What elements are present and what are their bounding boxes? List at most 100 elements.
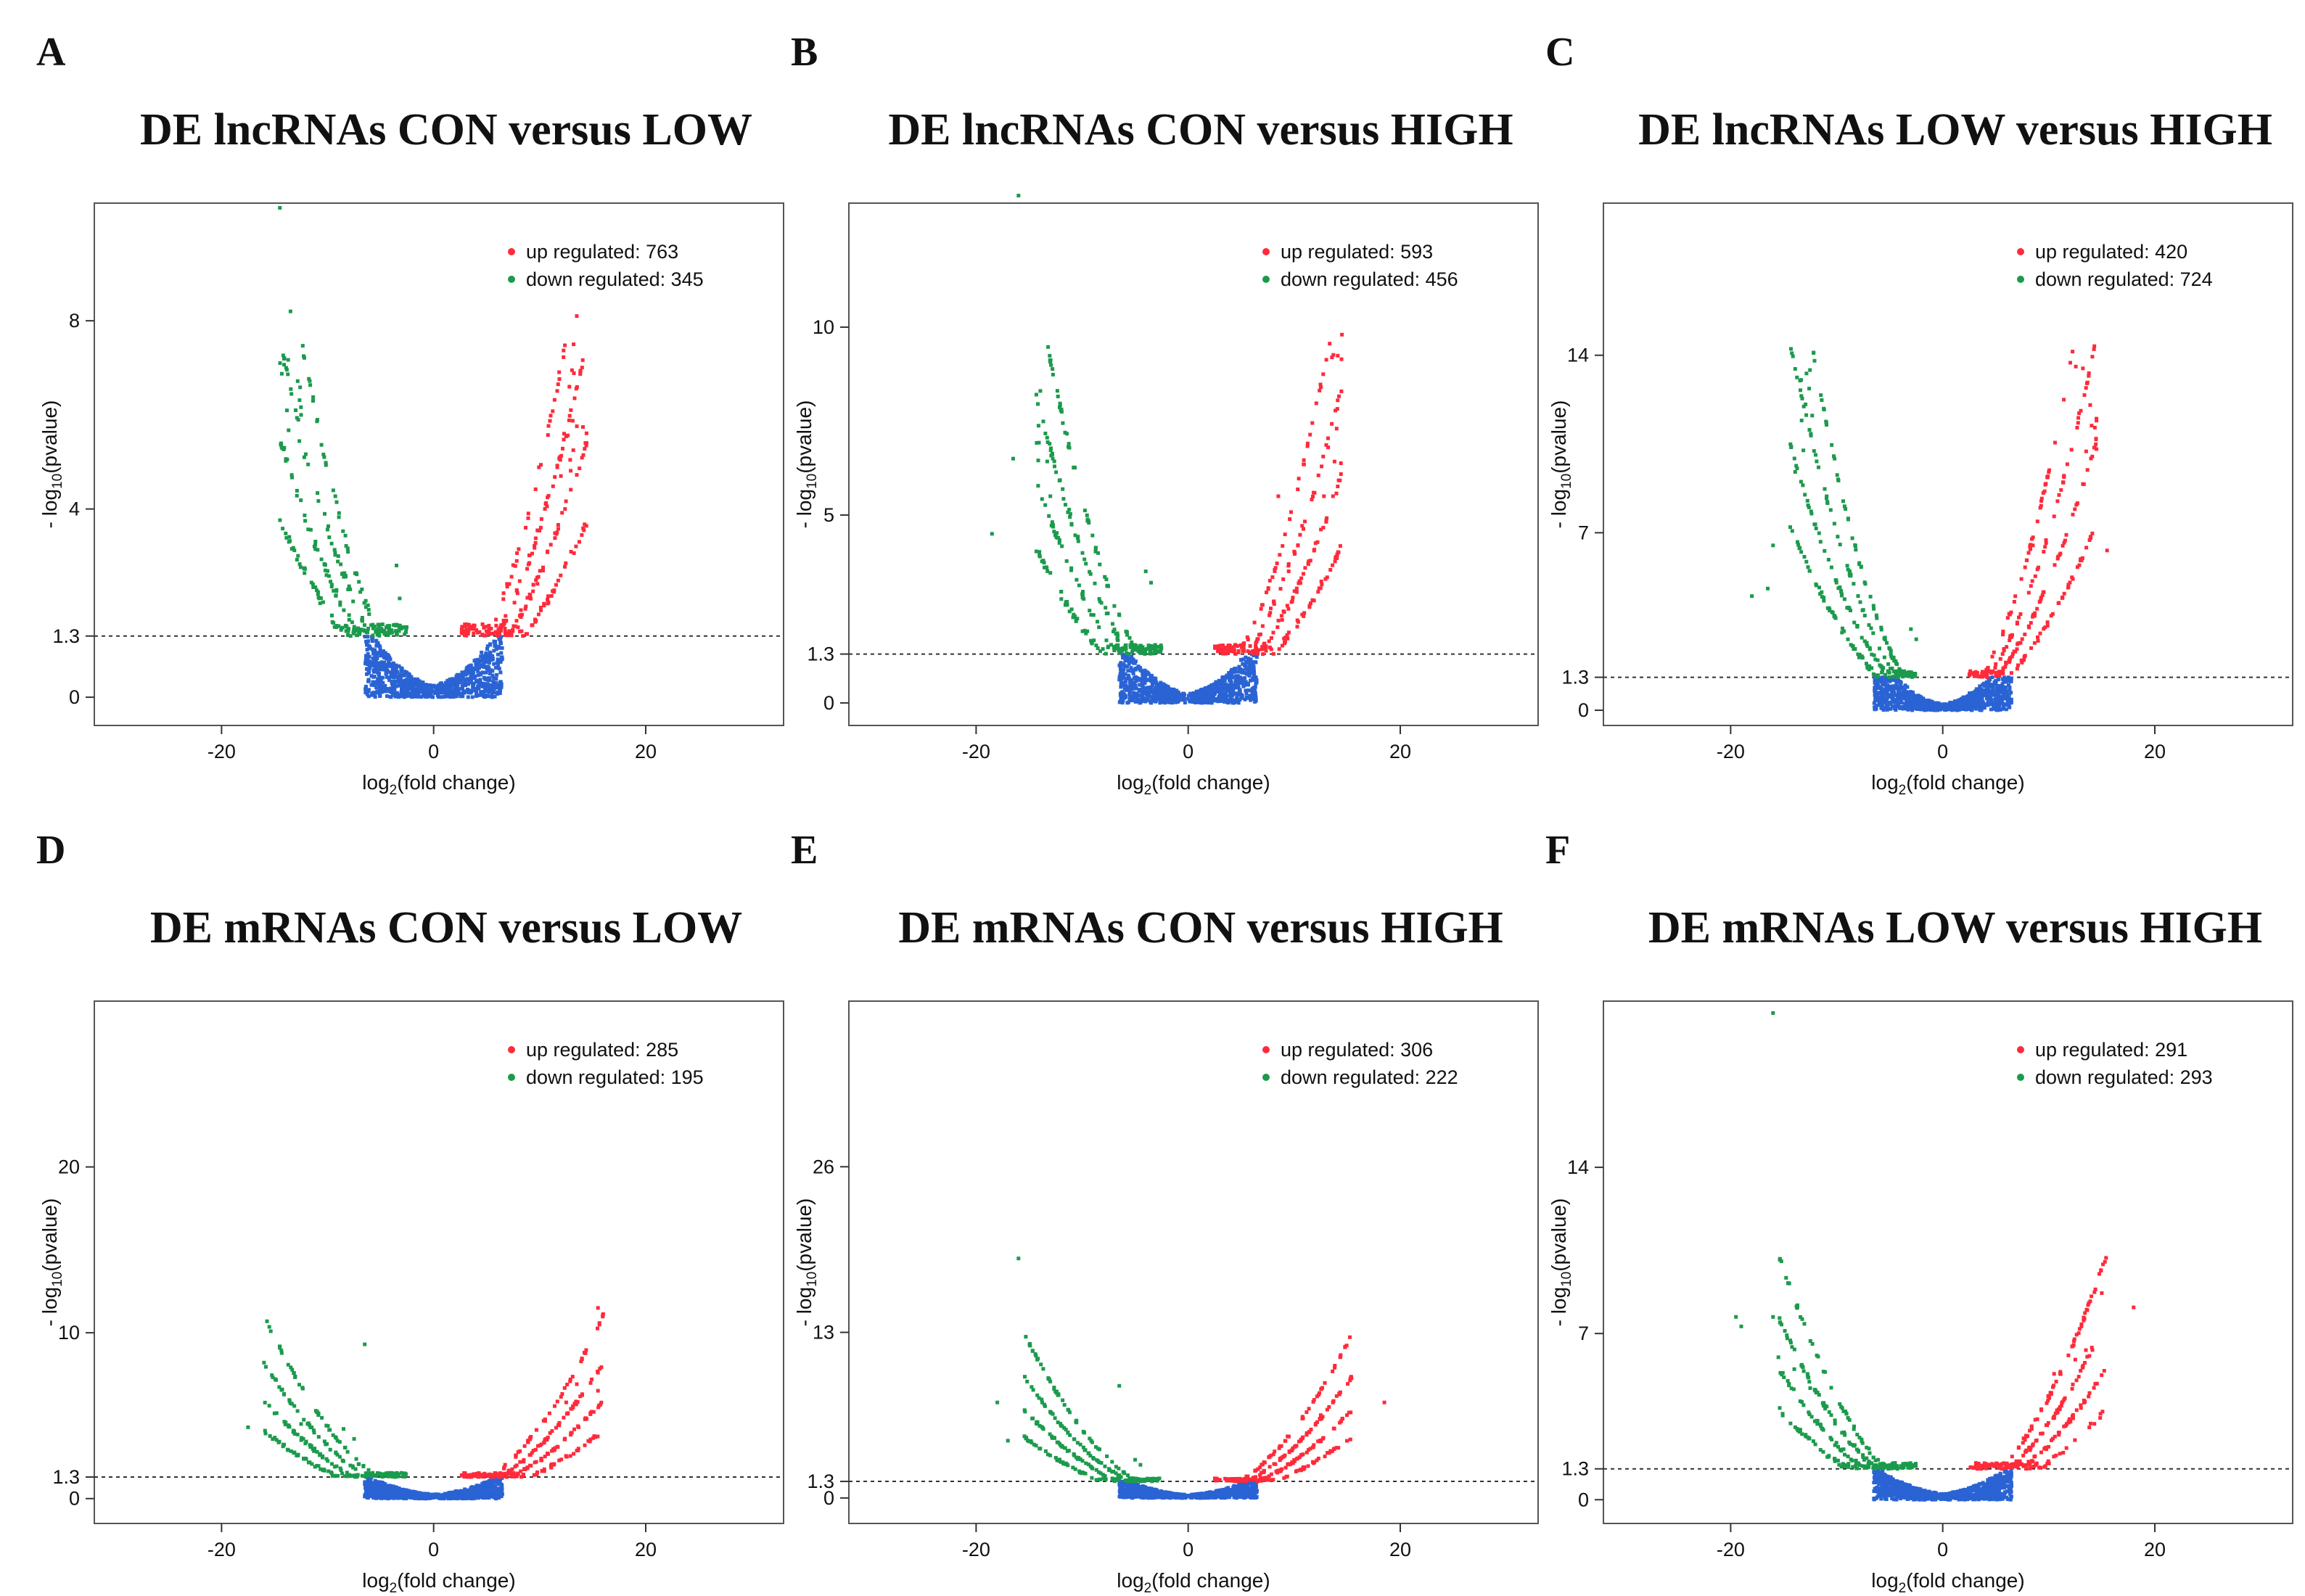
data-point (1875, 616, 1879, 620)
data-point (1920, 707, 1925, 712)
data-point (1223, 694, 1227, 698)
data-point (280, 446, 284, 451)
data-point (2023, 633, 2027, 636)
data-point (478, 672, 482, 677)
data-point (1145, 689, 1149, 694)
data-point (334, 500, 339, 504)
data-point (464, 683, 468, 688)
data-point (1264, 644, 1268, 649)
data-point (340, 572, 345, 575)
data-point (1235, 694, 1239, 699)
data-point (410, 688, 414, 693)
data-point (1239, 657, 1244, 662)
y-tick-label: 7 (1578, 522, 1589, 543)
data-point (477, 666, 481, 670)
data-point (1912, 694, 1916, 699)
data-point (2007, 658, 2011, 662)
data-point (2045, 620, 2050, 625)
data-point (1850, 536, 1854, 540)
data-point (536, 612, 541, 617)
data-point (2074, 364, 2078, 369)
data-point (400, 688, 404, 692)
data-point (2077, 411, 2082, 416)
data-point (374, 680, 377, 684)
data-point (2039, 503, 2043, 508)
data-point (313, 540, 318, 543)
data-point (2000, 699, 2004, 704)
data-point (1807, 505, 1811, 509)
data-point (354, 629, 358, 633)
data-point (1952, 707, 1956, 712)
data-point (1104, 651, 1108, 656)
data-point (1156, 645, 1160, 649)
data-point (289, 392, 294, 396)
data-point (467, 670, 471, 675)
data-point (413, 688, 417, 692)
data-point (1885, 688, 1889, 693)
data-point (2047, 468, 2051, 472)
data-point (1967, 702, 1971, 706)
data-point (333, 551, 337, 555)
data-point (1316, 473, 1320, 477)
data-point (521, 634, 525, 638)
data-point (1319, 385, 1323, 389)
data-point (1334, 408, 1338, 413)
data-point (297, 398, 302, 403)
data-point (1905, 696, 1908, 700)
x-tick-label: -20 (962, 741, 990, 762)
data-point (1127, 698, 1132, 702)
data-point (450, 688, 454, 692)
data-point (1888, 679, 1892, 683)
data-point (457, 687, 461, 691)
data-point (1890, 691, 1894, 696)
data-point (2073, 507, 2077, 511)
data-point (1315, 540, 1320, 544)
data-point (564, 499, 568, 503)
data-point (1799, 394, 1804, 398)
data-point (2053, 440, 2057, 445)
data-point (397, 664, 401, 668)
data-point (325, 527, 329, 532)
data-point (1904, 707, 1908, 711)
data-point (496, 659, 501, 663)
data-point (1061, 421, 1065, 425)
data-point (1076, 539, 1080, 543)
data-point (390, 681, 394, 686)
data-point (2079, 559, 2084, 562)
data-point (1246, 688, 1250, 692)
data-point (1159, 646, 1163, 650)
data-point (409, 686, 413, 691)
data-point (384, 689, 388, 694)
data-point (1913, 673, 1918, 678)
data-point (391, 666, 395, 670)
data-point (507, 629, 511, 633)
data-point (1155, 650, 1159, 654)
data-point (2042, 550, 2046, 554)
data-point (1286, 636, 1290, 641)
y-tick-label: 0 (823, 692, 834, 714)
data-point (357, 630, 361, 634)
data-point (496, 683, 501, 687)
data-point (1886, 669, 1890, 673)
data-point (1286, 630, 1291, 635)
data-point (496, 633, 500, 638)
data-point (2082, 482, 2086, 486)
data-point (1151, 683, 1154, 688)
data-point (1049, 446, 1053, 451)
data-point (366, 655, 371, 659)
data-point (488, 643, 492, 647)
data-point (549, 594, 554, 598)
data-point (2002, 647, 2006, 651)
data-point (1962, 695, 1966, 699)
data-point (393, 663, 397, 667)
data-point (1319, 527, 1323, 532)
data-point (546, 550, 550, 554)
data-point (1058, 401, 1062, 406)
data-point (2004, 660, 2008, 665)
data-point (1923, 708, 1927, 712)
data-point (395, 675, 400, 678)
data-point (1984, 686, 1989, 690)
data-point (1980, 675, 1984, 679)
data-point (1903, 672, 1907, 675)
data-point (1918, 704, 1923, 709)
